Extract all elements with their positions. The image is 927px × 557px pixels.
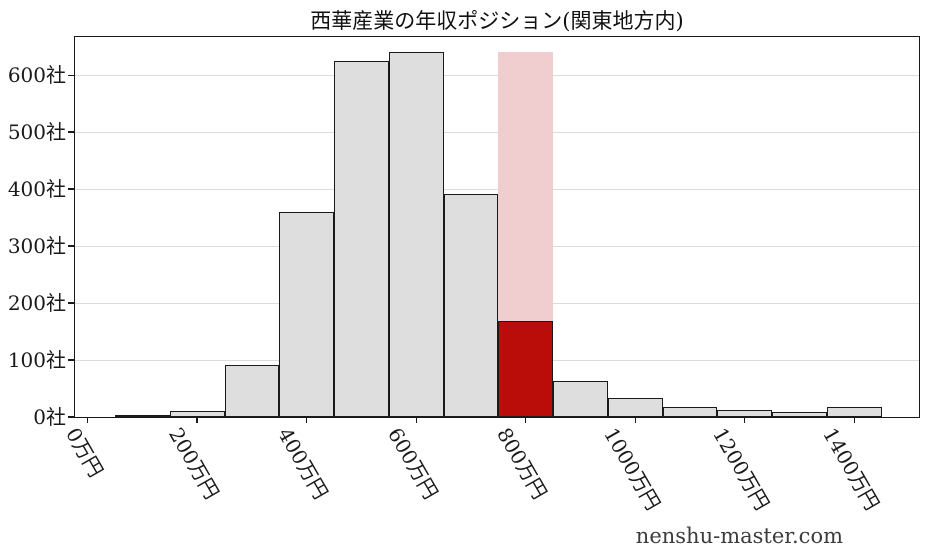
x-axis-label: 1400万円 [817, 423, 885, 515]
y-axis-tick [68, 74, 75, 76]
x-axis-label: 1000万円 [598, 423, 666, 515]
histogram-bar [334, 60, 389, 417]
x-axis-label: 600万円 [383, 423, 443, 504]
plot-area [74, 36, 920, 418]
x-axis-label: 1200万円 [708, 423, 775, 515]
gridline [75, 131, 919, 133]
x-axis-tick [525, 417, 527, 423]
x-axis-label: 0万円 [60, 423, 108, 482]
y-axis-tick [68, 302, 75, 304]
gridline [75, 74, 919, 76]
y-axis-label: 0社 [33, 405, 66, 429]
histogram-bar [114, 415, 170, 417]
histogram-bar [279, 211, 335, 417]
x-axis-tick [853, 417, 856, 423]
histogram-bar [169, 411, 225, 417]
x-axis-label: 400万円 [273, 423, 334, 504]
watermark: nenshu-master.com [635, 524, 843, 548]
x-axis-tick [196, 417, 198, 423]
x-axis-label: 200万円 [163, 423, 224, 504]
x-axis-tick [744, 417, 746, 423]
highlight-bar [498, 321, 554, 417]
histogram-bar [826, 406, 882, 417]
y-axis-label: 200社 [7, 291, 66, 316]
y-axis-tick [68, 131, 75, 133]
histogram-bar [388, 52, 444, 417]
y-axis-label: 300社 [7, 234, 66, 259]
y-axis-label: 500社 [7, 120, 66, 145]
y-axis-tick [68, 416, 75, 418]
x-axis-tick [634, 417, 636, 423]
y-axis-label: 100社 [7, 348, 66, 373]
histogram-bar [772, 411, 827, 417]
histogram-bar [607, 397, 663, 417]
y-axis-tick [68, 188, 75, 190]
x-axis-tick [306, 417, 308, 423]
histogram-bar [717, 410, 773, 417]
histogram-bar [224, 364, 280, 417]
y-axis-tick [68, 245, 75, 247]
histogram-bar [553, 381, 608, 417]
histogram-bar [443, 193, 499, 417]
y-axis-tick [68, 359, 75, 361]
y-axis-label: 400社 [7, 177, 66, 202]
gridline [75, 188, 919, 190]
x-axis-tick [415, 417, 417, 423]
x-axis-tick [86, 417, 89, 423]
histogram-bar [662, 406, 718, 417]
y-axis-label: 600社 [7, 63, 66, 88]
x-axis-label: 800万円 [492, 423, 553, 504]
chart-title: 西華産業の年収ポジション(関東地方内) [310, 9, 684, 33]
